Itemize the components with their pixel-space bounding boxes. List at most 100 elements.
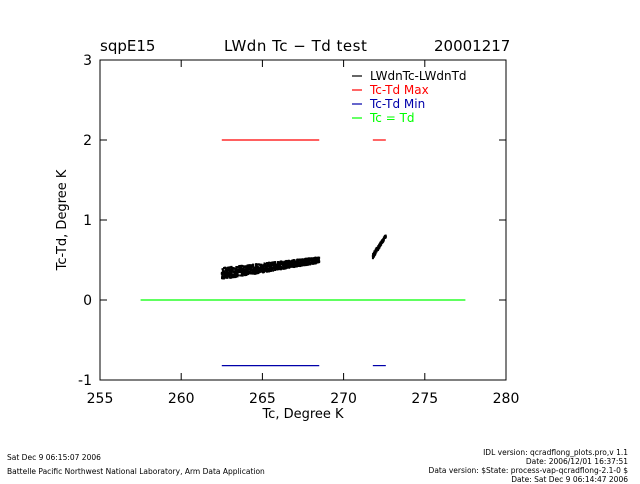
data-point xyxy=(226,266,229,269)
data-point xyxy=(252,272,255,275)
y-axis-label: Tc-Td, Degree K xyxy=(55,169,70,271)
data-point xyxy=(250,265,253,268)
footer-organization: Battelle Pacific Northwest National Labo… xyxy=(7,467,265,476)
data-point xyxy=(257,267,260,270)
data-point xyxy=(307,262,310,265)
data-point xyxy=(293,259,296,262)
data-point xyxy=(231,269,234,272)
data-point xyxy=(258,270,261,273)
data-point xyxy=(270,269,273,272)
x-tick-label: 280 xyxy=(493,391,520,407)
data-point xyxy=(245,273,248,276)
data-point xyxy=(285,262,288,265)
data-point xyxy=(278,263,281,266)
data-point xyxy=(312,259,315,262)
data-point xyxy=(236,273,239,276)
data-point xyxy=(264,263,267,266)
legend-entry: Tc-Td Min xyxy=(369,97,425,111)
data-point xyxy=(284,267,287,270)
data-point xyxy=(307,263,310,266)
footer-timestamp: Sat Dec 9 06:15:07 2006 xyxy=(7,453,101,462)
data-point xyxy=(317,259,320,262)
data-point xyxy=(246,267,249,270)
data-point xyxy=(226,270,229,273)
data-point xyxy=(244,266,247,269)
data-point xyxy=(222,270,225,273)
data-point xyxy=(227,272,230,275)
data-point xyxy=(229,268,232,271)
data-point xyxy=(294,265,297,268)
data-point xyxy=(229,273,232,276)
data-point xyxy=(245,265,248,268)
legend-entry: Tc-Td Max xyxy=(369,83,429,97)
data-point xyxy=(292,262,295,265)
y-tick-label: 1 xyxy=(83,213,92,229)
data-point xyxy=(318,256,321,259)
data-point xyxy=(234,275,237,278)
data-point xyxy=(380,243,383,246)
footer-version-block: IDL version: qcradflong_plots.pro,v 1.1 … xyxy=(429,448,628,484)
data-point xyxy=(224,268,227,271)
data-point xyxy=(233,272,236,275)
data-point xyxy=(224,271,227,274)
data-point xyxy=(240,265,243,268)
data-point xyxy=(267,262,270,265)
legend-entry: Tc = Td xyxy=(369,111,415,125)
data-point xyxy=(263,270,266,273)
data-point xyxy=(273,266,276,269)
data-point xyxy=(234,274,237,277)
data-point xyxy=(256,263,259,266)
data-point xyxy=(382,238,385,241)
data-point xyxy=(221,273,224,276)
data-point xyxy=(266,267,269,270)
data-point xyxy=(299,265,302,268)
data-point xyxy=(265,267,268,270)
data-point xyxy=(228,275,231,278)
plot-frame xyxy=(99,59,507,381)
x-axis-label: Tc, Degree K xyxy=(261,407,344,422)
data-point xyxy=(225,267,228,270)
data-point xyxy=(232,267,235,270)
data-point xyxy=(226,274,229,277)
data-point xyxy=(378,246,381,249)
data-point xyxy=(279,265,282,268)
data-point xyxy=(262,266,265,269)
x-tick-label: 260 xyxy=(168,391,195,407)
data-point xyxy=(223,270,226,273)
y-tick-label: -1 xyxy=(78,373,92,389)
data-point xyxy=(239,274,242,277)
data-point xyxy=(254,268,257,271)
data-point xyxy=(283,260,286,263)
data-point xyxy=(256,265,259,268)
data-point xyxy=(228,274,231,277)
data-point xyxy=(268,261,271,264)
data-point xyxy=(295,265,298,268)
data-point xyxy=(221,269,224,272)
data-point xyxy=(228,270,231,273)
data-point xyxy=(308,260,311,263)
data-point xyxy=(233,267,236,270)
data-point xyxy=(251,263,254,266)
data-point xyxy=(303,264,306,267)
data-point xyxy=(221,268,224,271)
data-point xyxy=(237,274,240,277)
data-point xyxy=(375,250,378,253)
data-point xyxy=(299,258,302,261)
footer-data-version: Data version: $State: process-vap-qcradf… xyxy=(428,466,628,475)
data-point xyxy=(234,269,237,272)
data-point xyxy=(224,266,227,269)
x-tick-label: 275 xyxy=(411,391,438,407)
data-point xyxy=(251,270,254,273)
data-point xyxy=(272,269,275,272)
data-point xyxy=(271,263,274,266)
data-point xyxy=(228,267,231,270)
data-point xyxy=(280,262,283,265)
data-point xyxy=(257,263,260,266)
data-point xyxy=(240,274,243,277)
data-point xyxy=(281,263,284,266)
y-tick-label: 0 xyxy=(83,293,92,309)
legend-entry: LWdnTc-LWdnTd xyxy=(370,69,467,83)
data-point xyxy=(250,267,253,270)
chart-title: LWdn Tc − Td test xyxy=(224,37,368,55)
